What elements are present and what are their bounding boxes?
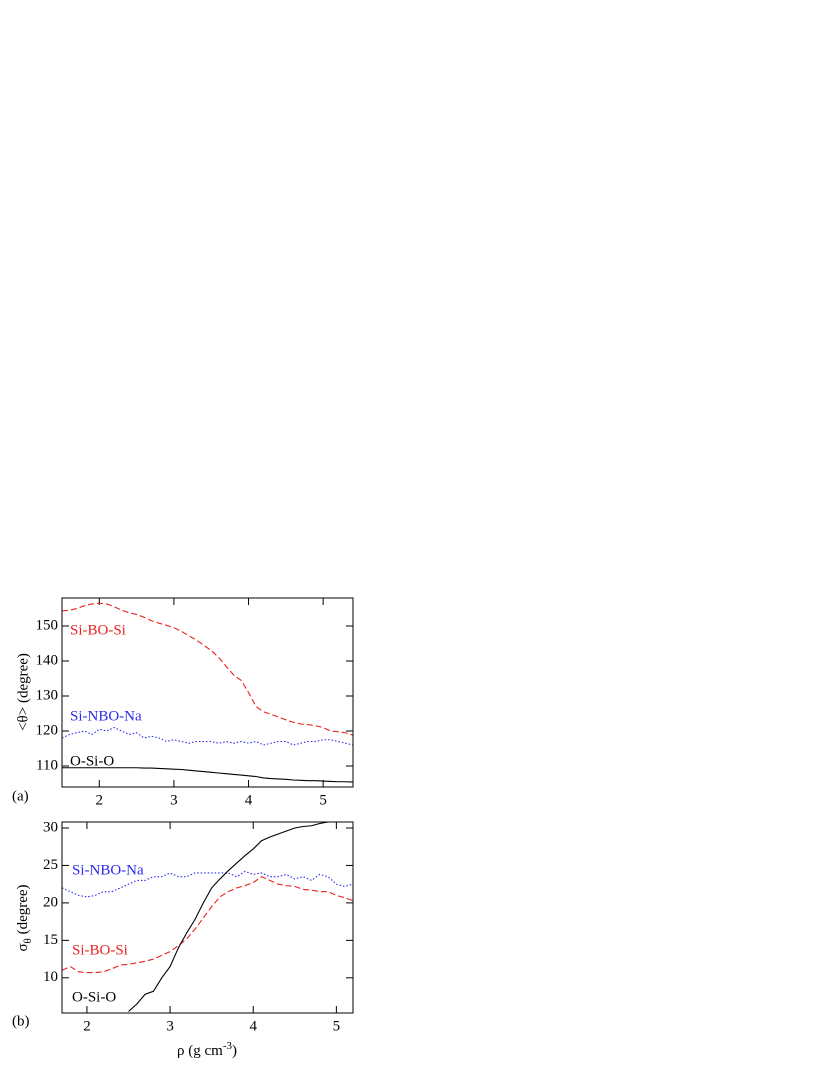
y-tick-label: 150 [36,617,59,633]
y-label-main: σ [15,943,31,951]
y-tick-label: 25 [43,857,58,873]
series-label: Si-BO-Si [70,622,126,638]
panel-label: (a) [12,788,29,804]
series-label: Si-BO-Si [72,942,128,958]
x-tick-label: 5 [333,1018,341,1034]
y-tick-label: 15 [43,932,58,948]
y-tick-label: 140 [36,652,59,668]
y-tick-label: 110 [36,757,58,773]
x-label-main: ρ (g cm [177,1043,223,1059]
plot-area [62,602,353,783]
x-tick-label: 4 [249,1018,257,1034]
series-label: O-Si-O [70,753,114,769]
series-label: Si-NBO-Na [72,862,144,878]
y-label-sub: θ [22,938,34,943]
y-tick-label: 130 [36,687,59,703]
y-axis-label: σθ (degree) [15,884,33,951]
data-line [62,726,353,746]
data-line [62,767,353,783]
x-tick-label: 2 [96,792,104,808]
data-line [128,822,353,1012]
x-label-end: ) [232,1043,237,1059]
panel-label: (b) [12,1013,30,1029]
y-label-rest: (degree) [15,884,31,938]
x-label-sup: -3 [223,1040,233,1052]
y-tick-label: 120 [36,722,59,738]
axes-frame [61,597,354,788]
series-label: O-Si-O [72,989,116,1005]
x-tick-label: 3 [166,1018,174,1034]
x-tick-label: 5 [319,792,327,808]
x-tick-label: 3 [170,792,178,808]
y-axis-label: <θ> (degree) [15,653,31,731]
x-tick-label: 4 [245,792,253,808]
data-line [62,870,353,898]
x-axis-label: ρ (g cm-3) [177,1040,237,1060]
axes-frame [61,821,354,1014]
data-line [62,876,353,974]
series-label: Si-NBO-Na [70,708,142,724]
y-tick-label: 20 [43,894,58,910]
y-tick-label: 10 [43,969,58,985]
data-line [62,602,353,736]
y-tick-label: 30 [43,819,58,835]
x-tick-label: 2 [83,1018,91,1034]
plot-area [62,822,353,1012]
